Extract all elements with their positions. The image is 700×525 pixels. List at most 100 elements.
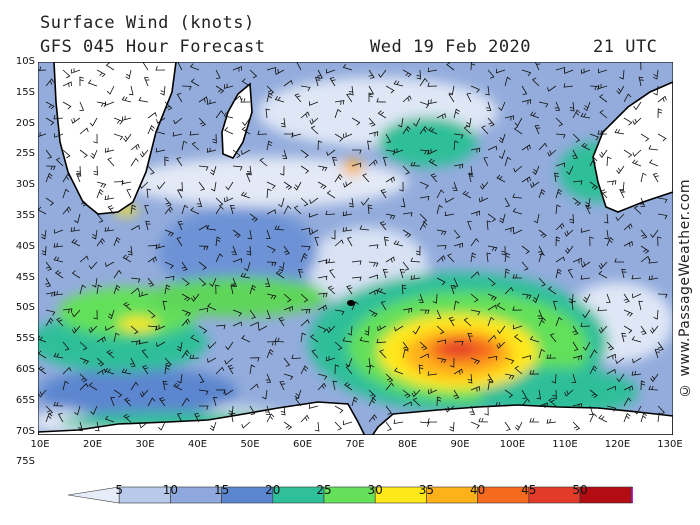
- wind-barb: [555, 268, 562, 279]
- lon-label: 20E: [82, 439, 103, 450]
- wind-barb: [600, 189, 608, 199]
- wind-barb: [615, 213, 625, 222]
- wind-barb: [487, 277, 496, 287]
- wind-barb: [266, 309, 271, 319]
- wind-barb: [419, 101, 430, 109]
- wind-barb: [291, 354, 302, 360]
- wind-barb: [521, 398, 531, 407]
- wind-barb: [196, 197, 203, 208]
- colorbar-tick-label: 10: [162, 483, 179, 497]
- wind-barb: [176, 157, 183, 167]
- wind-barb: [597, 68, 608, 74]
- wind-barb: [62, 366, 72, 375]
- wind-barb: [572, 355, 583, 361]
- wind-barb: [571, 300, 576, 311]
- colorbar-tick-label: 45: [521, 483, 537, 497]
- wind-barb: [241, 149, 251, 156]
- wind-barb: [96, 284, 102, 295]
- wind-barb: [229, 204, 236, 215]
- wind-barb: [147, 397, 156, 407]
- wind-barb: [90, 149, 98, 159]
- wind-barb: [71, 309, 81, 318]
- wind-barb: [450, 285, 456, 295]
- wind-barb: [650, 373, 659, 383]
- wind-barb: [531, 77, 540, 87]
- wind-barb: [62, 206, 72, 215]
- wind-barb: [529, 370, 540, 375]
- wind-barb: [427, 371, 438, 376]
- wind-barb: [554, 101, 561, 111]
- wind-barb: [351, 260, 362, 265]
- wind-barb: [436, 357, 447, 364]
- wind-barb: [348, 197, 354, 208]
- wind-barb: [241, 78, 251, 87]
- wind-barb: [410, 275, 421, 280]
- wind-barb: [402, 401, 412, 407]
- wind-barb: [547, 149, 557, 157]
- wind-barb: [334, 239, 344, 247]
- wind-barb: [501, 245, 506, 256]
- australia-landmass: [592, 81, 673, 213]
- wind-barb: [623, 325, 633, 334]
- wind-barb: [452, 181, 458, 191]
- wind-barb: [300, 149, 309, 159]
- wind-barb: [514, 365, 523, 375]
- colorbar-segment: [630, 486, 633, 504]
- wind-barb: [362, 173, 370, 183]
- wind-barb: [512, 193, 523, 199]
- wind-barb: [436, 309, 442, 319]
- wind-barb: [88, 325, 98, 334]
- wind-barb: [266, 245, 276, 253]
- wind-barb: [38, 366, 47, 375]
- wind-barb: [266, 140, 273, 151]
- wind-barb: [317, 292, 328, 298]
- wind-barb: [504, 421, 511, 431]
- wind-barb: [231, 277, 238, 287]
- wind-barb: [155, 66, 166, 71]
- wind-barb: [331, 156, 338, 167]
- wind-barb: [215, 85, 225, 94]
- wind-barb: [241, 335, 251, 343]
- wind-barb: [581, 68, 591, 74]
- wind-barb: [198, 165, 209, 171]
- wind-barb: [360, 197, 370, 206]
- wind-map[interactable]: [38, 62, 673, 435]
- wind-barb: [198, 277, 207, 287]
- wind-barb: [164, 275, 175, 281]
- wind-barb: [280, 117, 286, 128]
- wind-barb: [181, 293, 191, 302]
- wind-barb: [504, 268, 510, 279]
- wind-barb: [585, 205, 592, 215]
- wind-barb: [619, 69, 625, 80]
- wind-barb: [315, 76, 321, 87]
- kerguelen-island: [347, 300, 355, 306]
- wind-barb: [504, 286, 514, 295]
- wind-barb: [79, 382, 89, 391]
- wind-barb: [105, 101, 115, 106]
- wind-barb: [113, 269, 122, 279]
- wind-barb: [606, 353, 616, 360]
- wind-barb: [278, 261, 285, 272]
- wind-barb: [224, 196, 234, 203]
- wind-barb: [453, 277, 459, 287]
- wind-barb: [79, 357, 90, 365]
- wind-barb: [230, 284, 236, 295]
- wind-barb: [249, 284, 257, 295]
- wind-barb: [215, 389, 226, 394]
- wind-barb: [104, 367, 115, 375]
- wind-barb: [402, 165, 410, 175]
- wind-barb: [124, 397, 132, 407]
- wind-barb: [190, 78, 200, 87]
- wind-barb: [206, 225, 217, 231]
- wind-barb: [224, 127, 234, 135]
- wind-barb: [181, 309, 192, 317]
- wind-barb: [436, 255, 446, 263]
- wind-field: [38, 62, 673, 435]
- wind-barb: [274, 225, 285, 231]
- wind-barb: [530, 181, 540, 189]
- wind-barb: [432, 293, 438, 304]
- wind-barb: [419, 353, 429, 359]
- wind-barb: [583, 293, 591, 303]
- wind-barb: [62, 173, 71, 183]
- wind-barb: [300, 165, 310, 174]
